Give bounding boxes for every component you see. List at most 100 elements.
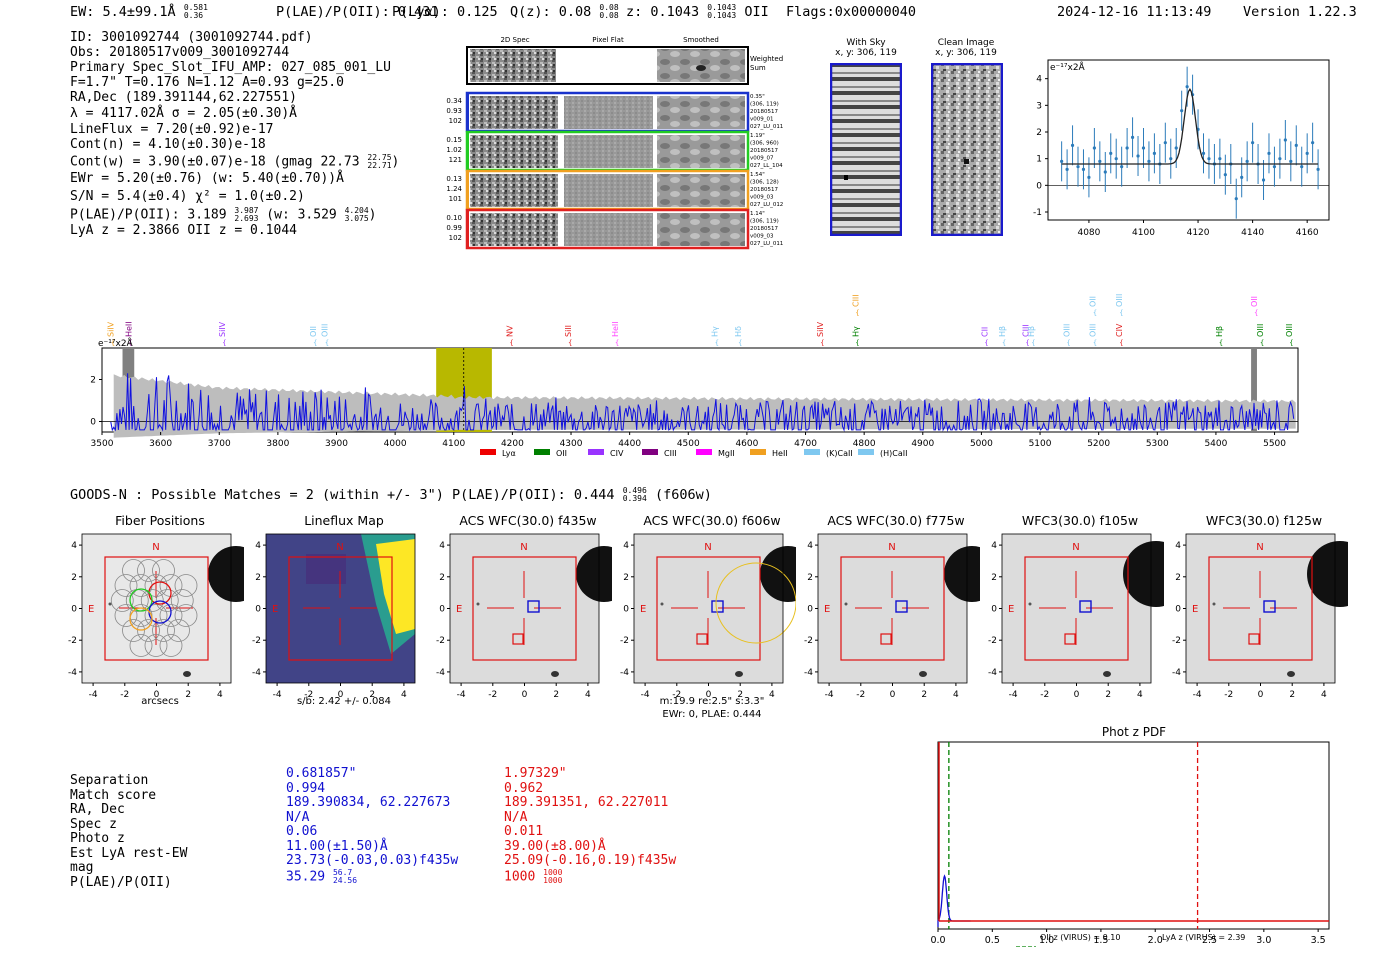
panel-caption: arcsecs	[141, 696, 179, 707]
panel-ytick-label: 4	[1175, 541, 1181, 551]
image-panel: N E 4 2 0 -2 -4 -4 -2 0 2 4	[1172, 533, 1348, 700]
panel-xtick-label: -4	[273, 690, 282, 700]
cutout-left-value: 0.13	[446, 175, 462, 183]
panel-ytick-label: 2	[991, 573, 997, 583]
cutout-right-value: 0.35"	[750, 94, 765, 100]
zoom-point	[1147, 159, 1151, 163]
zoom-xtick-label: 4140	[1241, 228, 1264, 235]
svg-text:{: {	[615, 339, 619, 347]
cutout-right-value: 20180517	[750, 187, 778, 193]
fs-emission-label: CII	[980, 327, 989, 337]
header-z: z: 0.1043 0.1043 0.1043 OII	[626, 3, 769, 21]
fs-legend-swatch	[858, 449, 874, 455]
compass-east-label: E	[824, 604, 830, 615]
fs-emission-label: SiII	[564, 325, 573, 337]
svg-text:{: {	[1119, 339, 1123, 347]
compass-north-label: N	[704, 542, 711, 553]
photz-xtick-label: 0.5	[985, 935, 1000, 946]
fs-xtick-label: 3500	[91, 439, 114, 449]
zoom-point	[1245, 159, 1249, 163]
image-panel: N E 4 2 0 -2 -4 -4 -2 0 2 4	[436, 533, 612, 700]
fs-spectrum-line	[110, 373, 1295, 432]
image-panel: N E 4 2 0 -2 -4 -4 -2 0 2 4	[804, 533, 980, 700]
cutout-2dspec	[470, 135, 558, 168]
svg-text:{: {	[738, 339, 742, 347]
zoom-point	[1120, 165, 1124, 169]
with-sky-title: With Sky x, y: 306, 119	[835, 38, 897, 58]
zoom-point	[1207, 157, 1211, 161]
fs-xtick-label: 4700	[794, 439, 817, 449]
photz-xtick-label: 3.0	[1256, 935, 1271, 946]
photz-xtick-label: 3.5	[1311, 935, 1326, 946]
zoom-point	[1311, 141, 1315, 145]
info-plae: P(LAE)/P(OII): 3.189 3.987 2.693 (w: 3.52…	[70, 206, 377, 223]
cutout-right-value: v009_03	[750, 234, 774, 240]
fs-emission-label: Hβ	[998, 326, 1007, 337]
panel-ytick-label: -4	[804, 668, 813, 678]
svg-text:{: {	[820, 339, 824, 347]
cutout-2dspec	[470, 174, 558, 207]
svg-text:{: {	[1066, 339, 1070, 347]
zoom-point	[1070, 143, 1075, 147]
panel-xtick-label: 2	[369, 690, 375, 700]
fs-legend-label: CIII	[664, 449, 677, 458]
panel-ytick-label: 2	[1175, 573, 1181, 583]
cutout-2dspec	[470, 96, 558, 129]
zoom-point	[1201, 151, 1206, 155]
fs-legend-label: MgII	[718, 449, 735, 458]
svg-text:{: {	[1025, 339, 1029, 347]
cutout-right-value: 1.54"	[750, 172, 765, 178]
panel-title: ACS WFC(30.0) f775w	[827, 513, 965, 528]
photz-xtick-label: 1.5	[1093, 935, 1108, 946]
photz-pdf-curve	[937, 874, 971, 927]
svg-text:{: {	[313, 339, 317, 347]
cutout-left-value: 121	[449, 156, 462, 164]
panel-ytick-label: 2	[623, 573, 629, 583]
cutout-color-bar	[466, 211, 469, 247]
zoom-point	[1098, 159, 1102, 163]
panel-title: Fiber Positions	[115, 513, 205, 528]
panel-xtick-label: -2	[488, 690, 497, 700]
panel-ytick-label: 2	[439, 573, 445, 583]
header-datetime: 2024-12-16 11:13:49	[1057, 4, 1212, 20]
svg-text:{: {	[855, 339, 859, 347]
panel-xtick-label: 0	[890, 690, 896, 700]
compass-east-label: E	[272, 604, 278, 615]
panel-ytick-label: -2	[68, 636, 77, 646]
panel-xtick-label: -4	[1009, 690, 1018, 700]
panel-ytick-label: -4	[1172, 668, 1181, 678]
panel-xtick-label: -4	[1193, 690, 1202, 700]
panel-xtick-label: 2	[1289, 690, 1295, 700]
fs-xtick-label: 4800	[853, 439, 876, 449]
photz-xtick-label: 1.0	[1039, 935, 1054, 946]
fs-legend-label: CIV	[610, 449, 624, 458]
cutout-left-value: 0.93	[446, 107, 462, 115]
zoom-point	[1305, 151, 1309, 155]
panel-xtick-label: -4	[89, 690, 98, 700]
panel-ytick-label: -2	[252, 636, 261, 646]
fs-legend-swatch	[804, 449, 820, 455]
label-match-score: Match score	[70, 787, 157, 803]
svg-text:{: {	[855, 309, 859, 317]
info-sn: S/N = 5.4(±0.4) χ² = 1.0(±0.2)	[70, 189, 305, 204]
image-panel: N E 4 2 0 -2 -4 -4 -2 0 2 4	[68, 533, 244, 700]
fs-legend-swatch	[642, 449, 658, 455]
compass-north-label: N	[1072, 542, 1079, 553]
cutout-pixelflat	[564, 213, 653, 246]
svg-text:{: {	[1031, 339, 1035, 347]
info-contw: Cont(w) = 3.90(±0.07)e-18 (gmag 22.73 22…	[70, 153, 400, 170]
panel-ytick-label: 2	[807, 573, 813, 583]
info-lineflux: LineFlux = 7.20(±0.92)e-17	[70, 122, 274, 137]
panel-ytick-label: 4	[255, 541, 261, 551]
header-plae: P(LAE)/P(OII): 0.431	[276, 4, 439, 20]
clean-image-title: Clean Image x, y: 306, 119	[935, 38, 997, 58]
fs-xtick-label: 5400	[1204, 439, 1227, 449]
fs-xtick-label: 5200	[1087, 439, 1110, 449]
photz-pdf-plot: Phot z PDF 0.0 0.5 1.0 1.5 2.0 2.5 3.0 3.5 OII …	[930, 725, 1330, 947]
zoom-xtick-label: 4100	[1132, 228, 1155, 235]
match-table-col1: 0.681857" 0.994 189.390834, 62.227673 N/A 0.…	[286, 766, 459, 885]
panel-ytick-label: -4	[68, 668, 77, 678]
fs-xtick-label: 4500	[677, 439, 700, 449]
photz-title: Phot z PDF	[1102, 725, 1166, 739]
cutout-right-value: 20180517	[750, 226, 778, 232]
